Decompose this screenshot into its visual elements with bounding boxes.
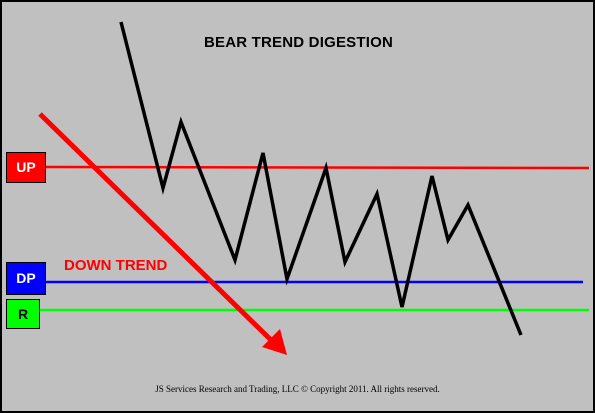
down-trend-label: DOWN TREND — [64, 257, 168, 274]
dp-level-tag: DP — [6, 262, 46, 295]
up-level-tag: UP — [6, 152, 46, 183]
r-level-tag: R — [6, 299, 40, 329]
diagram-title: BEAR TREND DIGESTION — [203, 34, 393, 51]
copyright-footer: JS Services Research and Trading, LLC © … — [155, 384, 440, 394]
price-path — [119, 21, 523, 336]
down-trend-arrow-head — [262, 329, 287, 355]
up-level-line — [45, 165, 590, 170]
down-trend-arrow-shaft — [38, 112, 274, 343]
